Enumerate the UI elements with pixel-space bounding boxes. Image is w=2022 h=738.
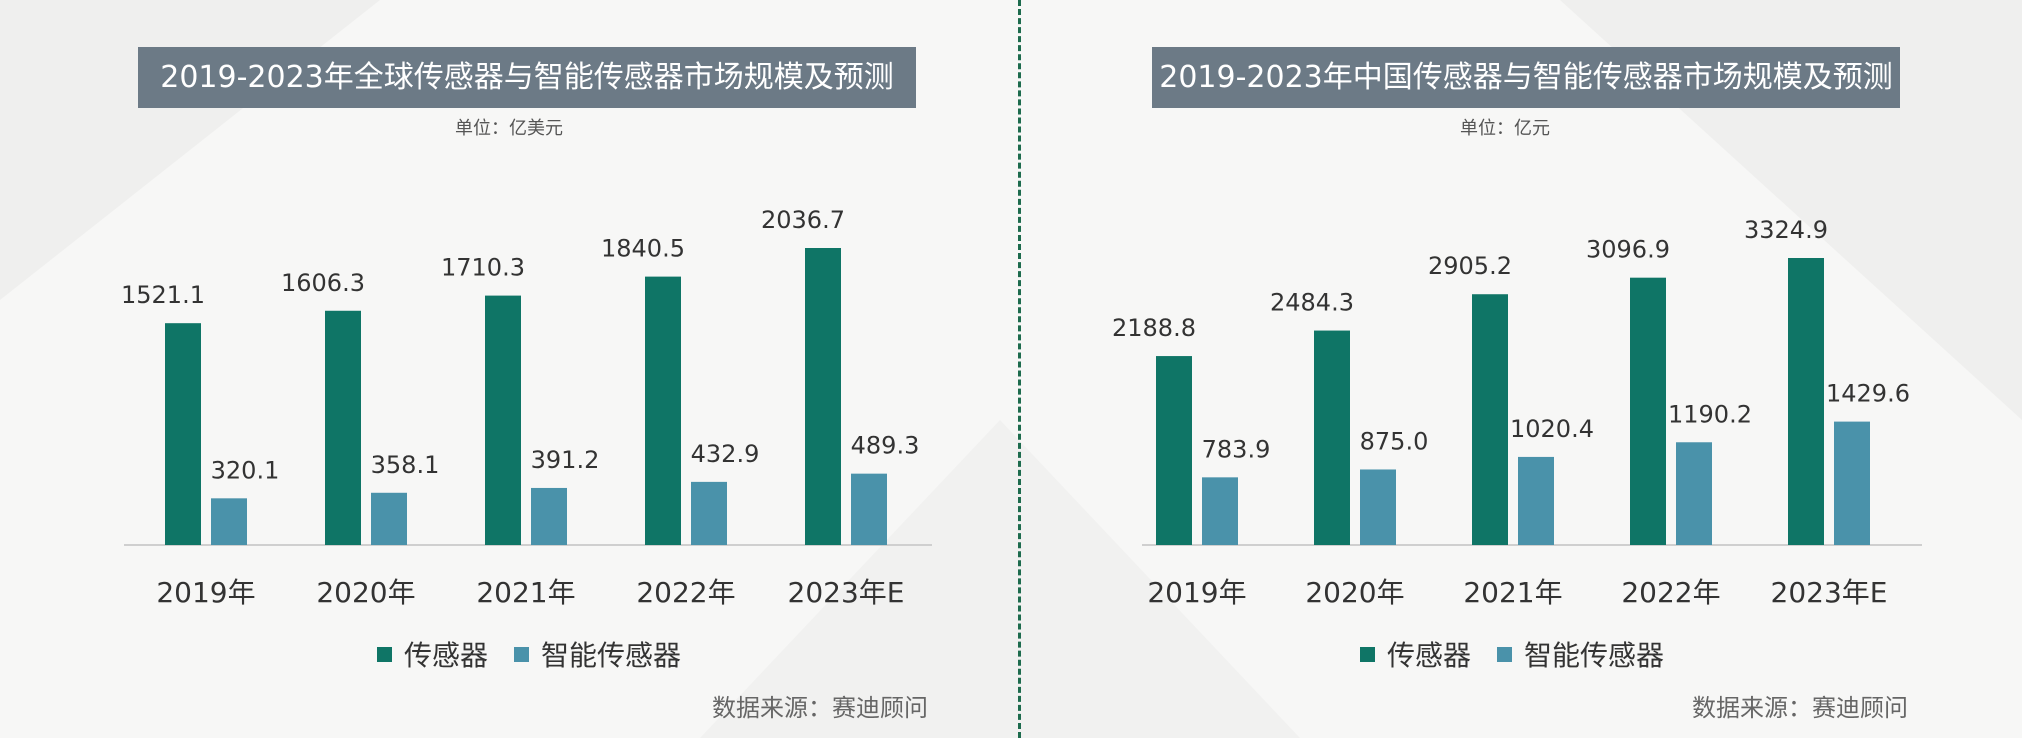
data-label-smart-sensor: 1020.4	[1510, 415, 1594, 443]
bar-smart-sensor	[211, 498, 247, 545]
chart-title: 2019-2023年全球传感器与智能传感器市场规模及预测	[138, 47, 916, 108]
bar-sensor	[645, 276, 681, 545]
panel-divider	[1018, 0, 1021, 738]
bar-smart-sensor	[1834, 421, 1870, 545]
x-tick-label: 2023年E	[788, 576, 905, 609]
data-label-sensor: 3324.9	[1744, 216, 1828, 244]
legend: 传感器 智能传感器	[1360, 636, 1690, 672]
x-tick-label: 2020年	[316, 576, 415, 609]
data-source: 数据来源：赛迪顾问	[1692, 694, 1908, 722]
data-label-smart-sensor: 1429.6	[1826, 380, 1910, 408]
data-label-smart-sensor: 783.9	[1202, 435, 1271, 463]
legend-label-smart-sensor: 智能传感器	[541, 639, 682, 672]
bar-sensor	[1314, 330, 1350, 545]
x-tick-label: 2021年	[1463, 576, 1562, 609]
legend-item-smart-sensor: 智能传感器	[1497, 634, 1664, 674]
x-tick-label: 2023年E	[1771, 576, 1888, 609]
global-chart-panel: 2019-2023年全球传感器与智能传感器市场规模及预测 单位：亿美元 1521…	[121, 47, 932, 722]
legend-label-sensor: 传感器	[404, 639, 489, 672]
x-tick-label: 2022年	[1621, 576, 1720, 609]
x-tick-label: 2020年	[1305, 576, 1404, 609]
data-label-smart-sensor: 358.1	[371, 451, 440, 479]
bar-smart-sensor	[1676, 442, 1712, 545]
bar-sensor	[805, 248, 841, 545]
bar-sensor	[325, 310, 361, 545]
bar-smart-sensor	[1518, 456, 1554, 545]
legend-label-smart-sensor: 智能传感器	[1524, 639, 1665, 672]
bar-smart-sensor	[371, 492, 407, 545]
data-label-sensor: 1710.3	[441, 254, 525, 282]
data-label-smart-sensor: 391.2	[531, 446, 600, 474]
data-label-smart-sensor: 489.3	[851, 432, 920, 460]
data-label-sensor: 1840.5	[601, 235, 685, 263]
x-tick-label: 2019年	[1147, 576, 1246, 609]
bar-smart-sensor	[531, 487, 567, 545]
data-label-sensor: 1521.1	[121, 281, 205, 309]
legend-swatch-smart-sensor	[514, 646, 530, 662]
legend-item-sensor: 传感器	[377, 634, 488, 674]
x-tick-label: 2022年	[636, 576, 735, 609]
bar-sensor	[1788, 258, 1824, 545]
data-label-sensor: 2188.8	[1112, 314, 1196, 342]
data-label-sensor: 3096.9	[1586, 236, 1670, 264]
bar-sensor	[485, 295, 521, 545]
legend-swatch-sensor	[1360, 646, 1375, 662]
data-label-smart-sensor: 875.0	[1360, 427, 1429, 455]
data-label-smart-sensor: 432.9	[691, 440, 760, 468]
data-label-sensor: 2484.3	[1270, 289, 1354, 317]
china-chart-panel: 2019-2023年中国传感器与智能传感器市场规模及预测 单位：亿元 2188.…	[1022, 0, 2022, 738]
data-label-sensor: 2036.7	[761, 206, 845, 234]
legend-swatch-smart-sensor	[1497, 646, 1513, 662]
bar-sensor	[1156, 356, 1192, 545]
legend-label-sensor: 传感器	[1387, 639, 1472, 672]
data-label-sensor: 1606.3	[281, 269, 365, 297]
legend-swatch-sensor	[377, 646, 392, 662]
bar-smart-sensor	[691, 481, 727, 545]
bar-smart-sensor	[1202, 477, 1238, 545]
china-bar-chart: 2188.8 783.9 2019年 2484.3 875.0 2020年 2905.2 10…	[1112, 216, 1922, 609]
legend-item-smart-sensor: 智能传感器	[514, 634, 681, 674]
data-label-smart-sensor: 1190.2	[1668, 400, 1752, 428]
data-label-smart-sensor: 320.1	[211, 456, 280, 484]
x-tick-label: 2021年	[476, 576, 575, 609]
x-tick-label: 2019年	[156, 576, 255, 609]
bar-smart-sensor	[851, 473, 887, 545]
legend-item-sensor: 传感器	[1360, 634, 1471, 674]
global-bar-chart: 1521.1 320.1 2019年 1606.3 358.1 2020年 1710.3 39…	[121, 206, 932, 609]
bar-smart-sensor	[1360, 469, 1396, 545]
legend: 传感器 智能传感器	[377, 636, 707, 672]
bar-sensor	[165, 323, 201, 545]
bar-sensor	[1472, 294, 1508, 545]
unit-label: 单位：亿美元	[455, 118, 563, 139]
chart-title: 2019-2023年中国传感器与智能传感器市场规模及预测	[1152, 47, 1900, 108]
bar-sensor	[1630, 277, 1666, 545]
unit-label: 单位：亿元	[1460, 118, 1550, 139]
data-source: 数据来源：赛迪顾问	[712, 694, 928, 722]
data-label-sensor: 2905.2	[1428, 252, 1512, 280]
